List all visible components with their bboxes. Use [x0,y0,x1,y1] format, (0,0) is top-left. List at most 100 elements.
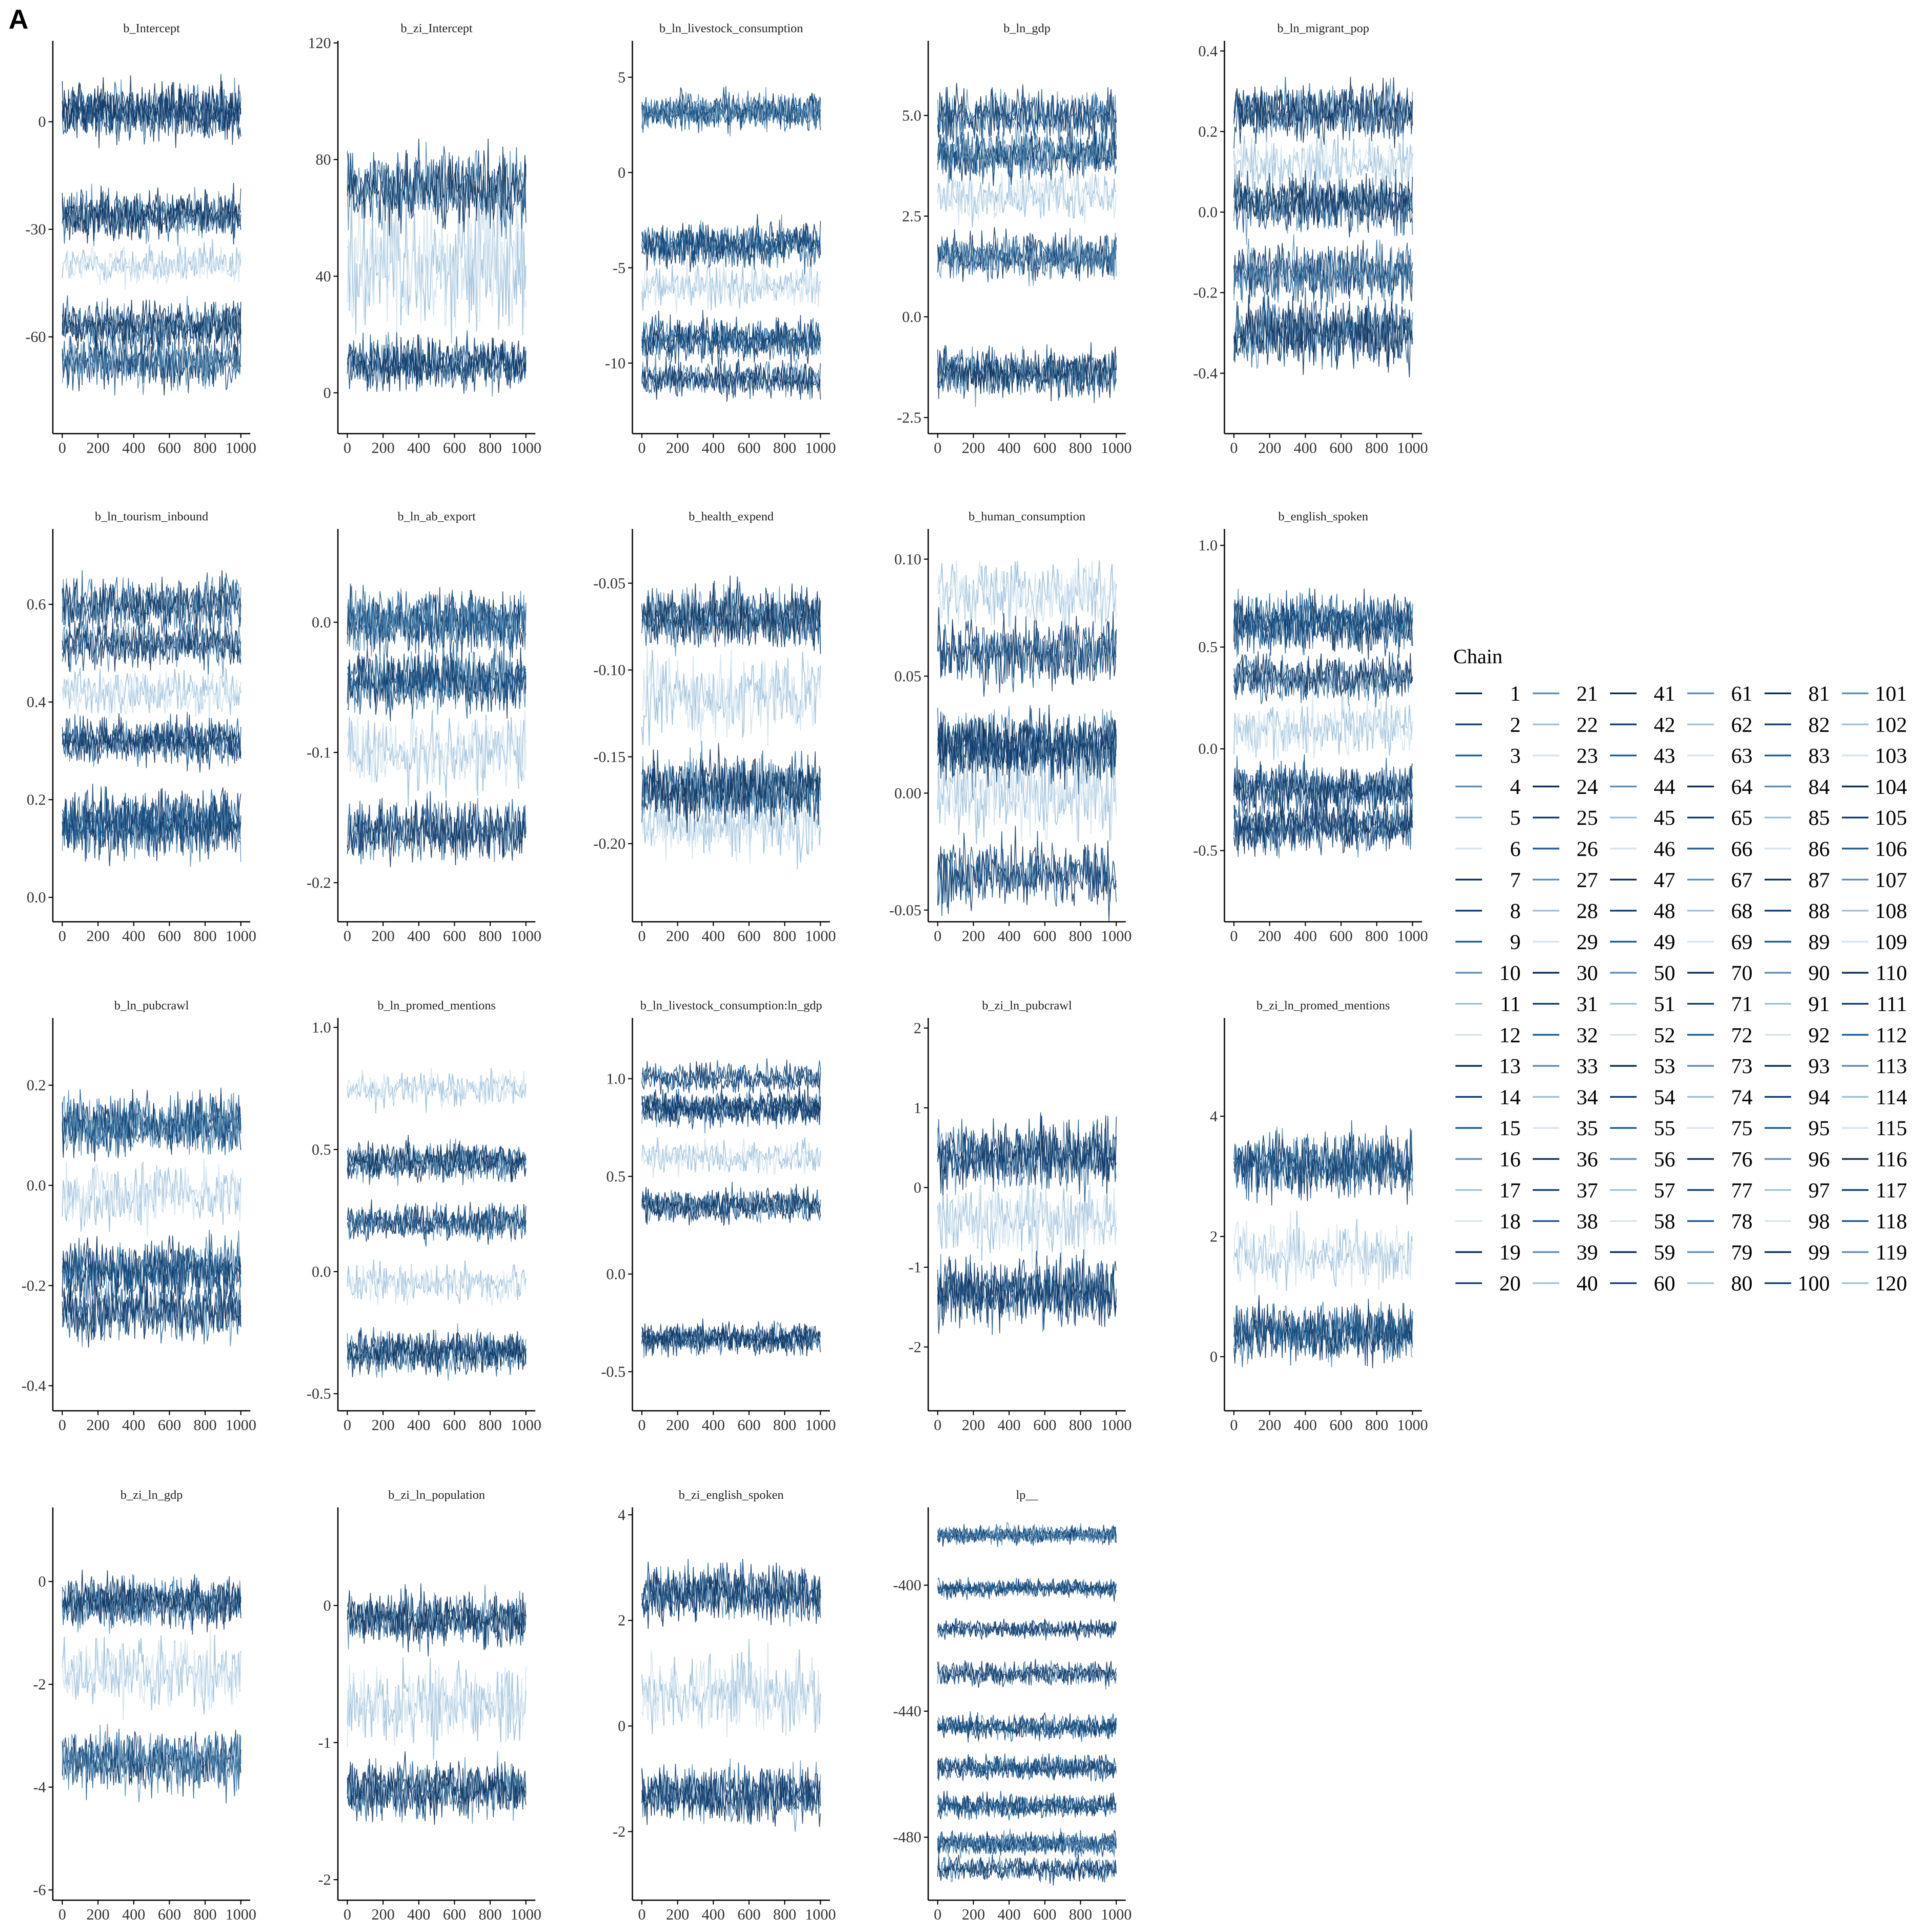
legend-label: 117 [1876,1178,1907,1202]
x-tick-label: 0 [638,1906,646,1923]
chain-trace [62,296,241,358]
x-tick-label: 200 [86,1416,109,1434]
facet-panel: 5 0 -5 -10 0 200 400 600 800 1000 b_ln_livestock_c… [605,21,836,456]
legend-label: 4 [1510,775,1521,799]
chain-trace [1233,234,1413,303]
trace-lines [937,83,1117,407]
chain-trace [62,1275,241,1341]
chain-trace [937,1661,1117,1687]
facet-panel: 0.10 0.05 0.00 -0.05 0 200 400 600 800 1000 b_huma… [889,510,1132,945]
chain-trace [937,1524,1117,1546]
facet-panel: 0.6 0.4 0.2 0.0 0 200 400 600 800 1000 b_ln_touris… [27,510,256,945]
facet-panel: 0 -30 -60 0 200 400 600 800 1000 b_Intercept [25,21,256,456]
facet-title: b_ln_promed_mentions [377,999,495,1012]
x-tick-label: 400 [997,439,1021,456]
legend-label: 92 [1808,1023,1830,1047]
legend-label: 10 [1499,961,1521,985]
chain-trace [62,616,241,672]
legend-label: 45 [1654,805,1675,829]
chain-trace [62,85,241,145]
facet-panel: 5.0 2.5 0.0 -2.5 0 200 400 600 800 1000 b_ln_gdp [897,21,1132,456]
chain-trace [62,1235,241,1305]
y-tick-label: -60 [25,328,46,346]
y-tick-label: 0.0 [606,1266,626,1283]
y-tick-label: 0 [618,1717,626,1735]
x-tick-label: 1000 [225,1416,256,1434]
x-tick-label: 600 [443,1416,466,1434]
chain-trace [346,1068,526,1108]
legend-label: 48 [1654,899,1675,923]
legend-label: 20 [1499,1271,1521,1295]
x-tick-label: 600 [738,439,761,456]
legend-label: 77 [1731,1178,1753,1202]
legend-label: 47 [1654,868,1675,892]
x-tick-label: 1000 [1397,1416,1428,1434]
facet-title: b_ln_ab_export [398,510,476,523]
x-tick-label: 1000 [1101,1906,1132,1923]
facet-panel: 0.2 0.0 -0.2 -0.4 0 200 400 600 800 1000 b_ln_pubc… [21,999,256,1434]
x-tick-label: 400 [997,1906,1021,1923]
x-tick-label: 200 [86,439,109,456]
y-tick-label: 0.2 [1198,123,1218,140]
legend-title: Chain [1453,645,1503,668]
legend-label: 44 [1654,775,1675,799]
chain-trace [641,789,821,864]
trace-lines [641,86,821,402]
trace-lines [1233,76,1413,378]
trace-lines [641,1058,821,1358]
x-tick-label: 800 [1069,439,1092,456]
chain-trace [937,708,1117,795]
legend-label: 43 [1654,744,1675,768]
legend-label: 95 [1808,1116,1830,1140]
trace-lines [937,1112,1117,1335]
x-tick-label: 600 [443,439,466,456]
x-tick-label: 200 [371,439,395,456]
chain-trace [347,146,526,237]
x-tick-label: 800 [773,439,796,456]
legend-label: 65 [1731,805,1753,829]
y-tick-label: 0.05 [894,668,921,685]
chain-trace [62,1090,241,1155]
x-tick-label: 0 [58,927,66,945]
chain-trace [937,87,1117,149]
chain-trace [1233,77,1413,149]
x-tick-label: 200 [1258,927,1281,945]
y-tick-label: 0.5 [312,1141,331,1158]
chain-trace [1233,134,1413,198]
legend-label: 54 [1654,1085,1675,1109]
x-tick-label: 800 [1365,1416,1388,1434]
facet-title: b_ln_gdp [1003,21,1051,35]
chain-trace [641,356,821,400]
x-tick-label: 600 [158,1416,181,1434]
legend-label: 111 [1877,992,1907,1016]
x-tick-label: 400 [702,1416,725,1434]
chain-trace [346,710,527,791]
facet-title: b_zi_ln_population [388,1488,485,1502]
y-tick-label: 2 [618,1612,626,1629]
chain-trace [937,346,1117,401]
y-tick-label: 4 [1210,1108,1218,1125]
x-tick-label: 0 [638,1416,646,1434]
trace-lines [61,570,242,867]
legend-label: 38 [1577,1209,1598,1233]
legend-label: 55 [1654,1116,1675,1140]
legend-label: 3 [1510,744,1521,768]
y-tick-label: -2 [318,1871,331,1888]
legend-label: 69 [1731,930,1753,954]
chain-trace [347,138,526,236]
legend-label: 113 [1876,1054,1907,1078]
legend-label: 115 [1876,1116,1907,1140]
legend-label: 86 [1808,837,1830,861]
legend-label: 39 [1577,1240,1598,1264]
legend-label: 21 [1577,681,1598,705]
legend-label: 60 [1654,1271,1675,1295]
legend-label: 80 [1731,1271,1753,1295]
chain-trace [937,1856,1117,1883]
y-tick-label: 0.0 [312,1263,331,1280]
chain-trace [1233,696,1413,760]
legend-label: 83 [1808,744,1830,768]
x-tick-label: 0 [343,927,351,945]
legend-label: 11 [1500,992,1521,1016]
x-tick-label: 400 [1294,439,1317,456]
x-tick-label: 200 [1258,439,1281,456]
